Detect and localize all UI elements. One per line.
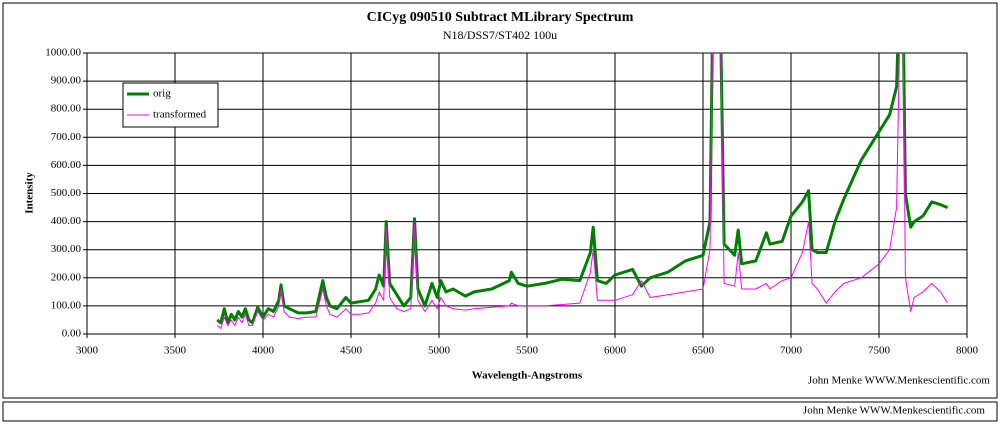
footer-strip <box>2 401 998 422</box>
x-tick-label: 3000 <box>76 345 99 357</box>
chart-subtitle: N18/DSS7/ST402 100u <box>443 28 557 42</box>
x-tick-label: 4000 <box>252 345 275 357</box>
y-tick-label: 400.00 <box>51 215 82 227</box>
series-line <box>216 53 949 329</box>
y-tick-label: 800.00 <box>51 103 82 115</box>
credit: John Menke WWW.Menkescientific.com <box>803 405 986 417</box>
y-tick-label: 1000.00 <box>45 47 81 59</box>
x-axis-label: Wavelength-Angstroms <box>472 370 583 382</box>
legend-label: orig <box>153 88 171 100</box>
x-tick-label: 5000 <box>428 345 451 357</box>
x-tick-label: 7000 <box>780 345 803 357</box>
chart-title: CICyg 090510 Subtract MLibrary Spectrum <box>367 10 634 25</box>
y-tick-label: 300.00 <box>51 243 82 255</box>
y-tick-label: 0.00 <box>62 328 82 340</box>
credit: John Menke WWW.Menkescientific.com <box>808 375 991 387</box>
legend-label: transformed <box>153 109 207 121</box>
y-tick-label: 100.00 <box>51 299 82 311</box>
y-tick-label: 200.00 <box>51 271 82 283</box>
x-tick-label: 8000 <box>956 345 979 357</box>
x-tick-label: 6500 <box>692 345 715 357</box>
y-tick-label: 700.00 <box>51 131 82 143</box>
legend-box <box>122 82 219 128</box>
plot-lines <box>216 53 949 329</box>
y-axis-label: Intensity <box>24 172 36 214</box>
x-tick-label: 6000 <box>604 345 627 357</box>
x-tick-label: 7500 <box>868 345 891 357</box>
x-tick-label: 4500 <box>340 345 363 357</box>
y-tick-label: 600.00 <box>51 159 82 171</box>
series-line <box>216 53 949 325</box>
x-tick-label: 5500 <box>516 345 539 357</box>
y-tick-label: 500.00 <box>51 187 82 199</box>
x-tick-label: 3500 <box>164 345 187 357</box>
y-tick-label: 900.00 <box>51 75 82 87</box>
